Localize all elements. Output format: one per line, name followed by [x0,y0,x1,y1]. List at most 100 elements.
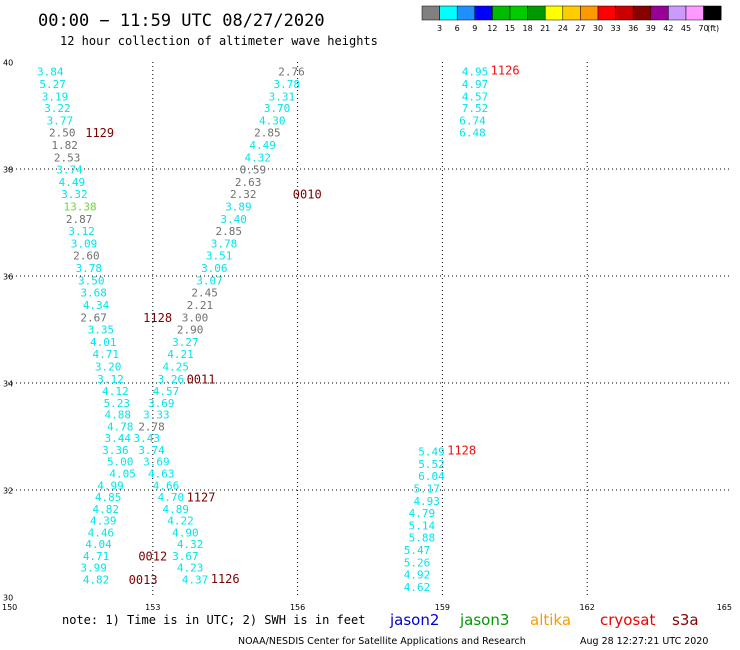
swh-value-label: 2.87 [66,213,93,226]
swh-value-label: 2.63 [235,176,262,189]
footer-credit: NOAA/NESDIS Center for Satellite Applica… [238,636,526,647]
pass-time-label: 0011 [187,372,216,386]
scale-threshold-label: 42 [663,24,673,33]
swh-value-label: 4.62 [404,581,431,594]
swh-value-label: 3.43 [133,432,160,445]
swh-value-label: 4.85 [95,491,122,504]
color-swatch [456,5,476,21]
scale-threshold-label: 12 [487,24,497,33]
swh-value-label: 2.50 [49,127,76,140]
swh-value-label: 3.89 [225,201,252,214]
swh-value-label: 3.77 [47,114,74,127]
swh-value-label: 4.22 [167,515,194,528]
swh-value-label: 2.76 [278,66,305,79]
swh-value-label: 3.51 [206,250,233,263]
swh-value-label: 5.27 [39,78,66,91]
swh-value-label: 3.19 [42,90,69,103]
swh-value-label: 4.99 [97,479,124,492]
swh-value-label: 4.89 [162,503,189,516]
swh-value-label: 4.92 [404,569,431,582]
scale-threshold-label: 30 [593,24,603,33]
color-scale-legend: 3 6 9 12 15 18 21 24 27 30 33 36 39 42 45 70(ft) [421,5,722,33]
satellite-legend-item: s3a [672,611,699,629]
swh-value-label: 5.14 [409,519,436,532]
pass-time-label: 1126 [211,572,240,586]
swh-value-label: 4.82 [83,573,110,586]
pass-time-label: 0013 [129,573,158,587]
x-axis-ticks: 150 153 156 159 162 165 [2,603,732,612]
swh-value-label: 2.85 [254,127,281,140]
swh-value-label: 2.32 [230,188,257,201]
swh-value-label: 3.78 [211,237,238,250]
satellite-legend-item: altika [530,611,571,629]
satellite-legend: jason2 jason3 altika cryosat s3a [389,611,699,629]
satellite-legend-item: jason3 [459,611,509,629]
swh-value-label: 4.21 [167,348,194,361]
swh-value-label: 6.04 [418,470,445,483]
swh-value-label: 4.23 [177,562,204,575]
chart-title: 00:00 − 11:59 UTC 08/27/2020 [38,11,325,31]
swh-value-label: 5.23 [104,397,130,410]
swh-value-label: 4.57 [153,385,180,398]
pass-time-label: 1127 [187,491,216,505]
swh-value-label: 4.01 [90,336,117,349]
pass-time-label: 0012 [138,549,167,563]
swh-value-label: 3.74 [56,164,83,177]
swh-value-label: 4.78 [107,420,133,433]
x-tick-label: 165 [717,603,732,612]
swh-value-label: 5.00 [107,456,133,469]
x-tick-label: 150 [2,603,17,612]
scale-threshold-label: 36 [628,24,638,33]
swh-value-label: 4.39 [90,515,117,528]
scale-threshold-label: 27 [575,24,585,33]
scale-threshold-label: 3 [437,24,442,33]
swh-value-label: 3.20 [95,360,122,373]
swh-value-label: 3.99 [80,562,107,575]
color-swatch [597,5,616,21]
swh-value-label: 3.40 [220,213,247,226]
swh-value-label: 4.95 [462,66,489,79]
y-tick-label: 40 [3,59,13,68]
swh-value-label: 3.22 [44,102,70,115]
y-tick-label: 30 [3,594,13,603]
swh-value-label: 4.93 [413,495,440,508]
swh-value-label: 3.50 [78,274,105,287]
swh-value-label: 4.34 [83,299,110,312]
swh-value-label: 4.49 [59,176,86,189]
swh-value-label: 3.07 [196,274,223,287]
swh-value-label: 3.12 [68,225,95,238]
swh-value-label: 4.90 [172,526,199,539]
swh-value-label: 4.30 [259,114,286,127]
swh-value-label: 2.45 [191,287,218,300]
swh-value-label: 3.27 [172,336,199,349]
scale-threshold-label: 21 [540,24,550,33]
pass-time-label: 1126 [491,64,520,78]
swh-value-label: 2.90 [177,324,204,337]
scale-threshold-label: 70 [699,24,709,33]
pass-time-labels: 1129 0010 1128 0011 1127 0012 0013 1126 1126 1128 [85,64,519,587]
swh-value-label: 4.12 [102,385,128,398]
color-swatch [703,5,722,21]
satellite-legend-item: cryosat [600,611,655,629]
color-swatch [544,5,564,21]
swh-value-label: 2.85 [216,225,243,238]
scale-threshold-label: 24 [558,24,568,33]
pass-time-label: 1129 [85,126,114,140]
swh-value-label: 4.46 [88,526,115,539]
swh-value-label: 4.66 [153,479,180,492]
swh-value-label: 4.32 [177,538,204,551]
swh-value-label: 3.70 [264,102,291,115]
color-swatch [527,5,546,21]
swh-value-label: 3.84 [37,66,64,79]
swh-value-label: 3.26 [158,373,185,386]
scale-threshold-label: 9 [472,24,477,33]
swh-value-label: 3.33 [143,409,170,422]
swh-value-label: 3.32 [61,188,88,201]
footer-timestamp: Aug 28 12:27:21 UTC 2020 [580,636,708,647]
color-swatch [580,5,599,21]
swh-value-label: 5.52 [418,458,445,471]
pass-time-label: 1128 [447,443,476,457]
scale-threshold-label: 18 [523,24,533,33]
swh-value-label: 5.88 [409,532,436,545]
swh-value-label: 3.12 [97,373,124,386]
